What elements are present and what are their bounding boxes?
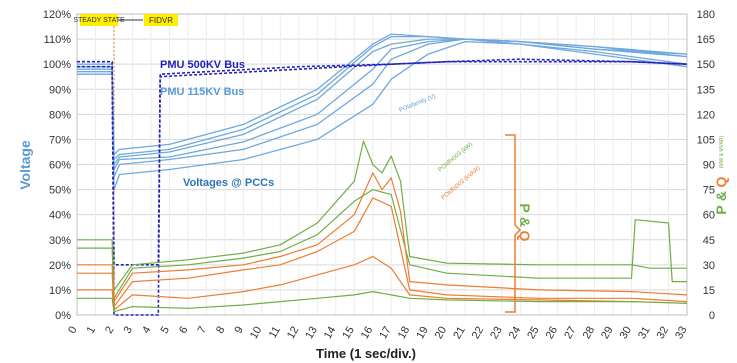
annotation-pccs: Voltages @ PCCs (183, 177, 274, 189)
x-tick: 14 (322, 325, 339, 342)
series-line-p-8 (77, 140, 687, 291)
x-tick: 12 (285, 325, 302, 342)
series-line-q-12 (77, 255, 688, 311)
y-right-tick: 105 (697, 134, 715, 146)
x-tick: 19 (414, 325, 431, 342)
fidvr-label: FIDVR (149, 16, 173, 25)
annotation-poi-p: POIdfs003 (kW) (437, 141, 474, 173)
x-tick: 32 (655, 325, 672, 342)
series-line-q-11 (77, 197, 688, 308)
x-tick: 6 (177, 325, 190, 336)
x-tick: 26 (544, 325, 561, 342)
y-right-units: (MW & MVAR) (719, 135, 725, 168)
x-tick: 20 (433, 325, 450, 342)
y-right-p: P (713, 205, 729, 214)
y-right-tick: 30 (703, 260, 715, 272)
x-tick: 0 (66, 325, 79, 336)
y-left-label: Voltage (17, 140, 33, 190)
x-tick: 22 (470, 325, 487, 342)
x-tick: 16 (359, 325, 376, 342)
series-line-voltage-4 (77, 40, 688, 191)
x-tick: 21 (451, 325, 468, 342)
steady-state-badge (80, 14, 118, 26)
y-right-tick: 90 (703, 160, 715, 172)
x-tick: 24 (507, 325, 524, 342)
y-right-tick: 45 (703, 235, 715, 247)
y-right-tick: 75 (703, 185, 715, 197)
y-right-amp: & (713, 191, 729, 201)
y-left-tick: 10% (49, 285, 71, 297)
steady-state-label: STEADY STATE (73, 17, 125, 24)
y-left-tick: 50% (49, 185, 71, 197)
y-right-label: P & Q (MW & MVAR) (713, 135, 729, 214)
x-tick: 30 (618, 325, 635, 342)
y-right-tick: 15 (703, 285, 715, 297)
x-tick: 7 (196, 325, 209, 336)
x-tick: 13 (303, 325, 320, 342)
series-line-pmu115-7 (77, 60, 688, 316)
y-left-tick: 60% (49, 160, 71, 172)
pq-amp: & (517, 217, 533, 227)
y-left-tick: 110% (44, 34, 72, 46)
x-tick: 10 (248, 325, 265, 342)
series-line-p-9 (77, 189, 687, 299)
y-left-tick: 100% (43, 59, 71, 71)
x-tick: 25 (525, 325, 542, 342)
x-tick: 31 (636, 325, 653, 342)
x-tick: 18 (396, 325, 413, 342)
x-tick: 1 (85, 325, 98, 336)
x-tick: 5 (159, 325, 172, 336)
plot-frame (76, 13, 688, 316)
y-right-tick: 60 (703, 210, 715, 222)
ticks: 0%10%20%30%40%50%60%70%80%90%100%110%120… (43, 9, 715, 341)
x-tick: 27 (562, 325, 579, 342)
series-group (77, 33, 688, 316)
pq-p: P (517, 203, 533, 212)
x-tick: 28 (581, 325, 598, 342)
pq-bracket (505, 134, 522, 313)
y-right-tick: 165 (697, 34, 715, 46)
y-left-tick: 30% (49, 235, 71, 247)
y-right-tick: 150 (697, 59, 715, 71)
pq-label: P & Q (517, 203, 533, 241)
x-tick: 15 (340, 325, 357, 342)
pq-q: Q (517, 231, 533, 242)
annotation-pmu115: PMU 115KV Bus (160, 86, 244, 98)
x-tick: 8 (214, 325, 227, 336)
y-left-tick: 120% (43, 9, 71, 21)
y-right-tick: 120 (697, 109, 715, 121)
annotation-poi-v: POIsfamily (V) (399, 94, 437, 114)
y-left-tick: 0% (55, 310, 71, 322)
x-tick: 9 (233, 325, 246, 336)
series-line-q-10 (77, 172, 688, 303)
y-left-tick: 80% (49, 109, 71, 121)
x-tick: 33 (673, 325, 690, 342)
y-left-tick: 20% (49, 260, 71, 272)
x-tick: 11 (267, 325, 283, 341)
x-tick: 4 (140, 325, 153, 336)
x-tick: 29 (599, 325, 616, 342)
x-tick: 17 (377, 325, 394, 342)
annotation-pmu500: PMU 500KV Bus (160, 59, 245, 71)
x-axis-label: Time (1 sec/div.) (316, 346, 416, 361)
series-line-voltage-3 (77, 35, 688, 161)
y-left-tick: 90% (49, 84, 71, 96)
y-right-tick: 180 (697, 9, 715, 21)
x-tick: 2 (103, 325, 116, 336)
series-line-p-13 (77, 291, 688, 313)
fidvr-badge (144, 14, 178, 26)
y-right-q: Q (713, 176, 729, 187)
x-tick: 3 (122, 325, 135, 336)
y-left-tick: 40% (49, 210, 71, 222)
series-line-voltage-0 (77, 38, 688, 166)
y-right-tick: 0 (709, 310, 715, 322)
x-tick: 23 (488, 324, 505, 341)
y-right-tick: 135 (697, 84, 715, 96)
y-left-tick: 70% (49, 134, 71, 146)
